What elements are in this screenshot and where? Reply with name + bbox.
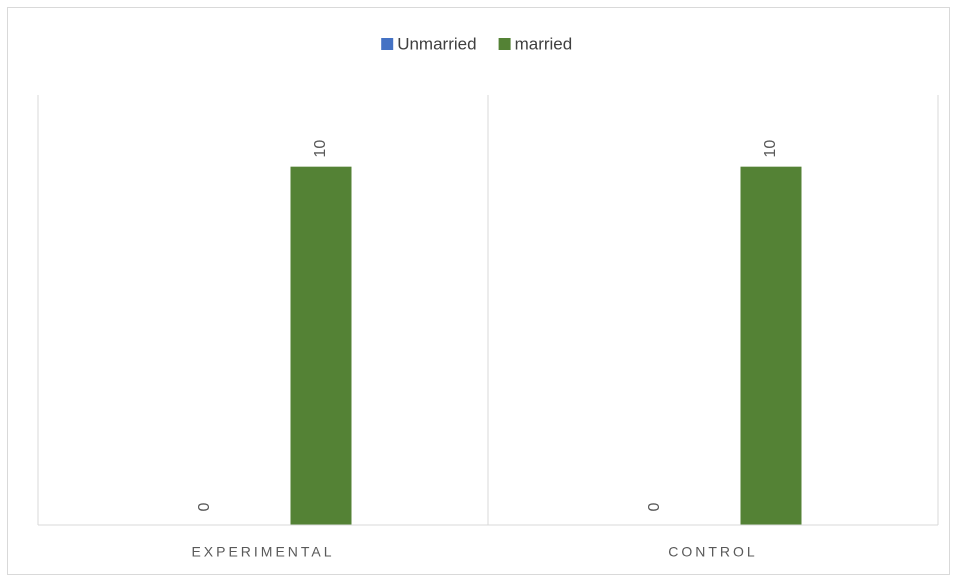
bar	[290, 166, 352, 525]
bar	[740, 166, 802, 525]
legend-label: married	[515, 34, 573, 53]
chart-border	[7, 7, 950, 575]
data-label: 0	[196, 502, 213, 511]
legend-label: Unmarried	[397, 34, 476, 53]
legend-swatch	[498, 38, 511, 50]
x-tick-label: EXPERIMENTAL	[191, 544, 334, 560]
data-label: 10	[312, 140, 329, 158]
data-label: 0	[646, 502, 663, 511]
x-tick-label: CONTROL	[668, 544, 757, 560]
legend-swatch	[381, 38, 394, 50]
data-label: 10	[762, 140, 779, 158]
